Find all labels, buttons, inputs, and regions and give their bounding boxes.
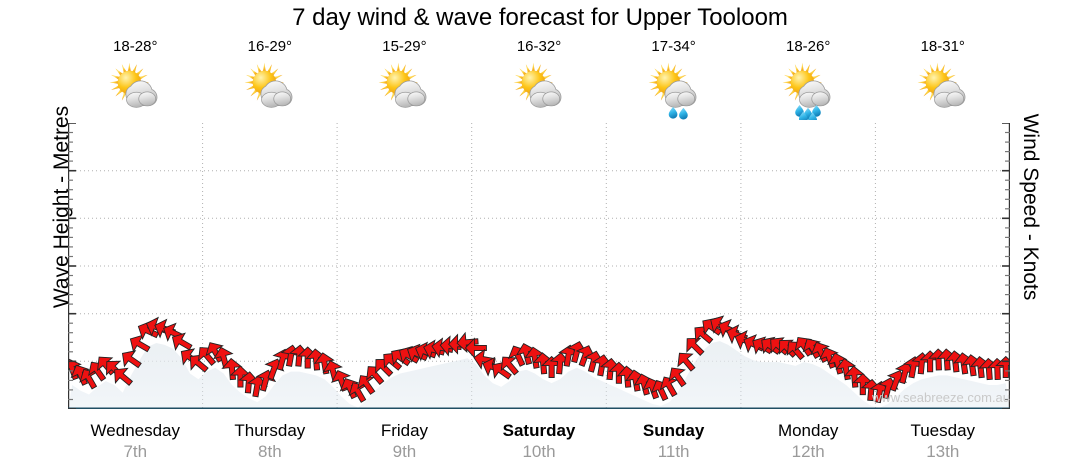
wind-arrow-group xyxy=(68,315,1010,404)
wind-direction-arrow xyxy=(575,345,596,367)
wind-direction-arrow xyxy=(492,361,512,380)
wind-direction-arrow xyxy=(305,348,327,371)
wind-direction-arrow xyxy=(827,352,848,375)
day-footer-sunday: Sunday 11th xyxy=(606,420,741,475)
wind-direction-arrow xyxy=(608,361,630,384)
wind-trace-shading xyxy=(68,341,1010,409)
day-temperature-range: 16-29° xyxy=(247,38,293,55)
wind-direction-arrow xyxy=(686,337,705,356)
day-footer-wednesday: Wednesday 7th xyxy=(68,420,203,475)
wind-direction-arrow xyxy=(616,365,638,388)
sun-behind-cloud-icon xyxy=(234,58,306,120)
day-footer-monday: Monday 12th xyxy=(741,420,876,475)
day-date-label: 8th xyxy=(258,442,282,462)
day-date-label: 13th xyxy=(926,442,960,462)
wind-direction-arrow xyxy=(189,354,209,373)
wind-direction-arrow xyxy=(532,352,554,375)
wind-direction-arrow xyxy=(852,373,874,396)
wind-direction-arrow xyxy=(197,347,217,366)
day-header-tuesday: 18-31° xyxy=(875,38,1010,130)
day-name-label: Sunday xyxy=(642,421,705,440)
sun-behind-cloud-icon xyxy=(99,58,171,120)
day-footer-friday: Friday 9th xyxy=(337,420,472,475)
wind-direction-arrow xyxy=(383,352,403,371)
right-axis-title: Wind Speed - Knots xyxy=(1019,113,1042,301)
day-temperature-range: 18-28° xyxy=(113,38,158,55)
wind-direction-arrow xyxy=(456,331,479,353)
day-name-label: Monday xyxy=(777,421,839,440)
wind-direction-arrow xyxy=(843,365,865,388)
day-footer-strip: Wednesday 7th Thursday 8th Friday 9th Saturday… xyxy=(68,420,1010,475)
day-header-saturday: 16-32° xyxy=(472,38,607,130)
day-name-label: Thursday xyxy=(234,421,306,440)
wind-direction-arrow xyxy=(464,337,487,359)
day-date-label: 11th xyxy=(657,442,690,462)
wind-direction-arrow xyxy=(524,346,546,369)
day-date-label: 10th xyxy=(522,442,556,462)
day-footer-saturday: Saturday 10th xyxy=(472,420,607,475)
wind-direction-arrow xyxy=(668,367,687,388)
sun-behind-cloud-rain-icon xyxy=(772,58,844,120)
day-date-label: 9th xyxy=(392,442,417,462)
wind-direction-arrow xyxy=(229,365,252,388)
day-temperature-range: 16-32° xyxy=(516,38,562,55)
wind-direction-arrow xyxy=(313,352,335,375)
wind-direction-arrow xyxy=(677,352,696,372)
day-temperature-range: 17-34° xyxy=(651,38,696,55)
wind-wave-plot-svg xyxy=(68,123,1010,409)
day-header-monday: 18-26° xyxy=(741,38,876,130)
day-header-thursday: 16-29° xyxy=(203,38,338,130)
day-name-label: Saturday xyxy=(502,421,576,440)
wind-direction-arrow xyxy=(835,358,857,381)
wind-direction-arrow xyxy=(366,366,385,386)
sun-behind-cloud-rain-icon xyxy=(638,58,710,120)
day-date-label: 12th xyxy=(791,442,825,462)
wind-direction-arrow xyxy=(88,361,107,382)
wind-direction-arrow xyxy=(171,332,193,351)
day-temperature-range: 15-29° xyxy=(382,38,427,55)
day-header-friday: 15-29° xyxy=(337,38,472,130)
day-temperature-range: 18-31° xyxy=(920,38,965,55)
plot-area: 6543210302520151050 xyxy=(68,123,1010,409)
day-name-label: Tuesday xyxy=(910,421,976,440)
wind-direction-arrow xyxy=(129,334,151,353)
wind-direction-arrow xyxy=(995,355,1010,379)
wind-direction-arrow xyxy=(137,320,160,341)
day-header-wednesday: 18-28° xyxy=(68,38,203,130)
page-title: 7 day wind & wave forecast for Upper Too… xyxy=(292,4,788,31)
day-header-strip: 18-28° xyxy=(68,38,1010,130)
day-name-label: Friday xyxy=(380,421,429,440)
day-header-sunday: 17-34° xyxy=(606,38,741,130)
sun-behind-cloud-icon xyxy=(368,58,440,120)
wind-direction-arrow xyxy=(599,357,622,381)
day-footer-thursday: Thursday 8th xyxy=(203,420,338,475)
sun-behind-cloud-icon xyxy=(907,58,979,120)
sun-behind-cloud-icon xyxy=(503,58,575,120)
day-date-label: 7th xyxy=(123,442,148,462)
wind-direction-arrow xyxy=(566,341,588,364)
day-temperature-range: 18-26° xyxy=(785,38,831,55)
wind-direction-arrow xyxy=(515,342,537,366)
wind-direction-arrow xyxy=(221,357,243,381)
wind-direction-arrow xyxy=(121,350,142,369)
wind-direction-arrow xyxy=(114,367,134,386)
wind-direction-arrow xyxy=(694,325,714,345)
wind-direction-arrow xyxy=(786,341,805,361)
day-footer-tuesday: Tuesday 13th xyxy=(875,420,1010,475)
day-name-label: Wednesday xyxy=(90,421,181,440)
